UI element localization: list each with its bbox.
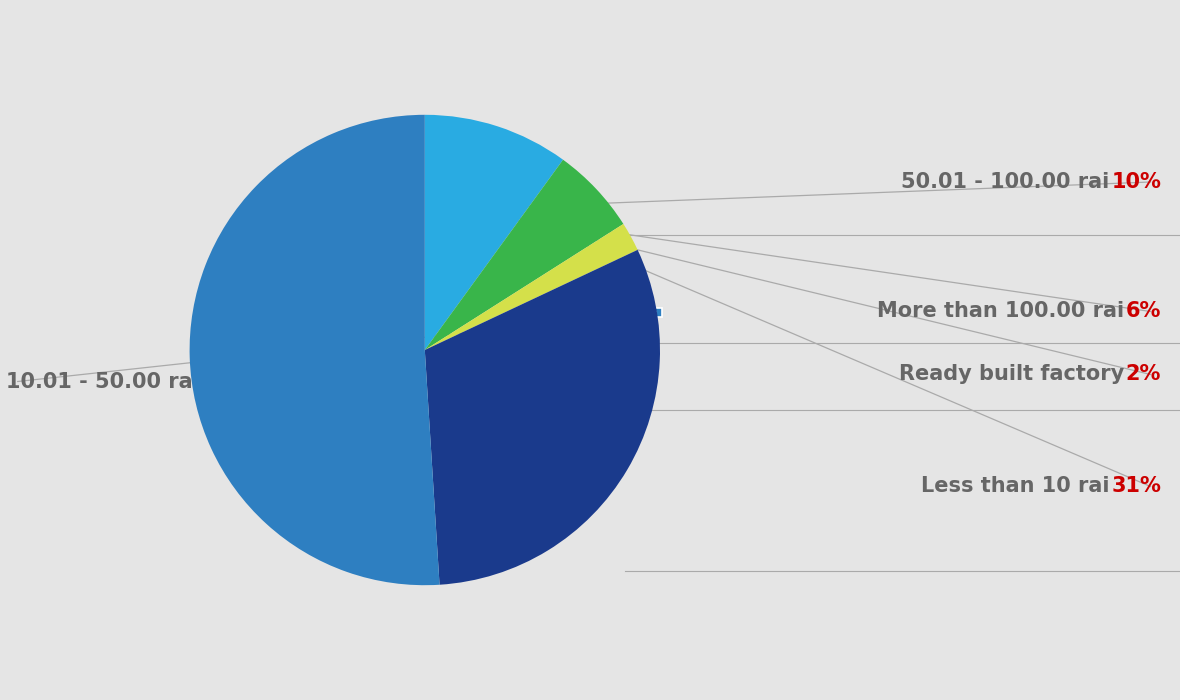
Text: Ready built factory: Ready built factory — [899, 365, 1125, 384]
FancyBboxPatch shape — [486, 211, 502, 220]
Wedge shape — [425, 115, 563, 350]
FancyBboxPatch shape — [471, 208, 486, 217]
Text: Less than 10 rai: Less than 10 rai — [920, 477, 1109, 496]
Text: 50.01 - 100.00 rai: 50.01 - 100.00 rai — [902, 172, 1109, 192]
FancyBboxPatch shape — [647, 308, 662, 317]
Text: 10%: 10% — [1112, 172, 1161, 192]
Text: 51%: 51% — [212, 372, 262, 391]
Wedge shape — [425, 160, 623, 350]
Wedge shape — [425, 250, 660, 584]
Text: 31%: 31% — [1112, 477, 1161, 496]
Text: 6%: 6% — [1126, 302, 1161, 321]
FancyBboxPatch shape — [438, 205, 453, 214]
Text: 2%: 2% — [1126, 365, 1161, 384]
Text: 10.01 - 50.00 rai: 10.01 - 50.00 rai — [6, 372, 199, 391]
FancyBboxPatch shape — [549, 228, 564, 237]
Text: More than 100.00 rai: More than 100.00 rai — [878, 302, 1125, 321]
Wedge shape — [425, 224, 637, 350]
Wedge shape — [190, 115, 440, 585]
